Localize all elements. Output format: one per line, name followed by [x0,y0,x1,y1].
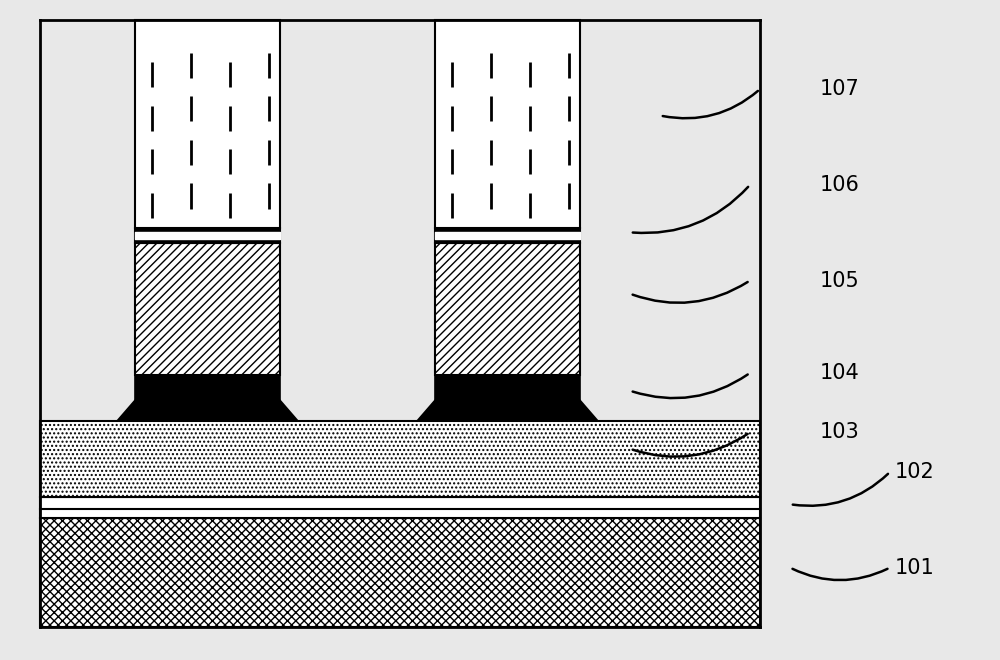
Text: 102: 102 [895,462,935,482]
Text: 103: 103 [820,422,860,442]
Text: 107: 107 [820,79,860,99]
Bar [435,375,580,421]
Polygon shape [417,400,598,421]
Bar [40,518,760,627]
Bar [135,228,280,243]
Bar [135,243,280,375]
Text: 101: 101 [895,558,935,578]
Bar [435,243,580,375]
Text: 104: 104 [820,363,860,383]
Polygon shape [117,400,298,421]
Text: 105: 105 [820,271,860,290]
Text: 106: 106 [820,175,860,195]
Bar [135,375,280,421]
Bar [40,421,760,497]
Bar [435,20,580,228]
Bar [135,20,280,228]
Bar [435,228,580,243]
Bar [40,497,760,518]
